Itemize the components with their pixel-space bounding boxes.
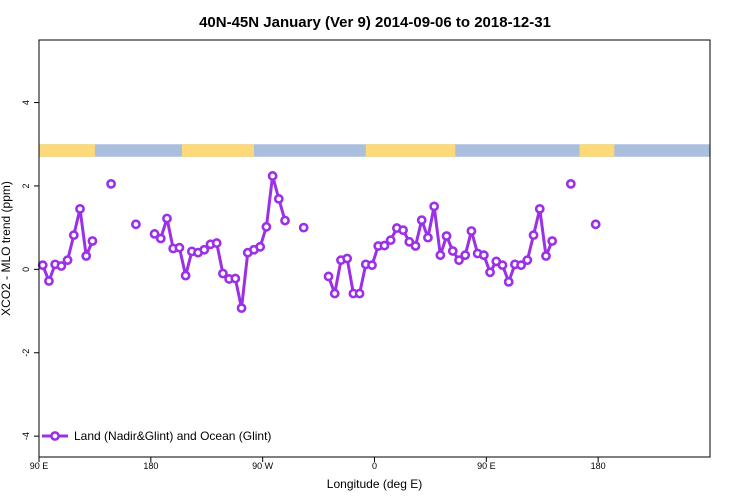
data-point-0-53 [441, 231, 452, 241]
data-point-0-39 [354, 288, 365, 299]
data-point-0-28 [255, 241, 266, 252]
data-point-0-9 [106, 178, 116, 189]
data-point-0-68 [534, 203, 545, 214]
data-point-0-16 [180, 270, 191, 281]
data-point-0-67 [528, 230, 539, 241]
series-line-0-0 [41, 207, 94, 283]
data-point-0-37 [342, 253, 353, 264]
x-tick-label-5: 180 [591, 461, 606, 471]
legend: Land (Nadir&Glint) and Ocean (Glint) [42, 429, 271, 443]
data-point-0-46 [398, 225, 408, 236]
data-point-0-25 [236, 303, 247, 314]
y-tick-label-0: -4 [21, 432, 31, 440]
data-point-0-72 [590, 219, 601, 230]
data-point-0-30 [267, 171, 278, 181]
x-tick-label-0: 90 E [30, 461, 49, 471]
y-tick-label-4: 4 [21, 100, 31, 105]
data-point-0-47 [404, 236, 415, 247]
data-point-0-3 [56, 261, 67, 271]
data-point-0-34 [323, 271, 334, 282]
data-point-0-62 [497, 260, 508, 271]
data-point-0-35 [329, 288, 340, 299]
band-land-2 [365, 144, 456, 157]
x-tick-label-3: 0 [372, 461, 377, 471]
data-point-0-19 [199, 244, 210, 255]
data-point-0-7 [81, 251, 92, 261]
x-axis-title: Longitude (deg E) [327, 477, 422, 491]
x-tick-label-4: 90 E [477, 461, 496, 471]
data-point-0-69 [541, 251, 551, 261]
data-point-0-33 [298, 222, 309, 233]
y-tick-label-2: 0 [21, 267, 31, 272]
data-point-0-4 [62, 255, 73, 266]
data-point-0-52 [435, 250, 446, 261]
y-tick-label-3: 2 [21, 183, 31, 188]
data-point-0-56 [460, 250, 471, 261]
data-point-0-13 [162, 213, 172, 224]
data-point-0-44 [385, 235, 396, 246]
data-point-0-0 [37, 260, 48, 271]
data-point-0-24 [230, 273, 241, 284]
data-point-0-1 [44, 276, 54, 286]
legend-marker-swatch [50, 431, 60, 441]
chart-title: 40N-45N January (Ver 9) 2014-09-06 to 20… [199, 14, 551, 31]
data-point-0-57 [466, 226, 477, 236]
x-axis-ticks: 90 E 180 90 W 0 90 E 180 [30, 457, 606, 471]
data-point-0-11 [149, 229, 160, 239]
y-tick-label-1: -2 [21, 349, 31, 357]
data-point-0-41 [367, 260, 377, 271]
data-point-0-70 [547, 236, 558, 246]
data-point-0-6 [75, 203, 85, 214]
data-point-0-29 [261, 221, 272, 232]
data-point-0-43 [379, 240, 390, 251]
data-point-0-22 [218, 268, 228, 279]
data-point-0-21 [211, 238, 222, 248]
data-point-0-71 [565, 178, 576, 189]
legend-label: Land (Nadir&Glint) and Ocean (Glint) [74, 429, 271, 443]
series-layer [37, 171, 601, 314]
data-point-0-55 [454, 255, 464, 266]
x-tick-label-2: 90 W [252, 461, 274, 471]
band-land-1 [181, 144, 254, 157]
data-point-0-60 [485, 267, 495, 278]
land-ocean-band [39, 144, 710, 157]
x-tick-label-1: 180 [143, 461, 158, 471]
series-line-0-5 [327, 204, 554, 296]
data-point-0-32 [280, 215, 290, 226]
band-land-0 [39, 144, 95, 157]
data-point-0-5 [68, 230, 79, 241]
data-point-0-31 [273, 193, 284, 204]
data-point-0-8 [87, 236, 98, 246]
y-axis-title: XCO2 - MLO trend (ppm) [0, 181, 13, 316]
y-axis-ticks: -4 -2 0 2 4 [21, 100, 39, 440]
data-point-0-48 [410, 241, 421, 251]
data-point-0-49 [416, 215, 427, 226]
data-point-0-66 [522, 255, 533, 266]
data-point-0-15 [174, 242, 185, 253]
data-point-0-50 [423, 232, 433, 243]
band-land-3 [579, 144, 615, 157]
data-point-0-54 [447, 246, 458, 256]
data-point-0-10 [131, 219, 141, 230]
data-point-0-51 [429, 201, 440, 212]
data-point-0-12 [155, 233, 166, 244]
data-point-0-65 [516, 260, 527, 271]
plot-frame [38, 39, 711, 458]
data-point-0-59 [478, 250, 489, 261]
data-point-0-63 [503, 276, 514, 287]
